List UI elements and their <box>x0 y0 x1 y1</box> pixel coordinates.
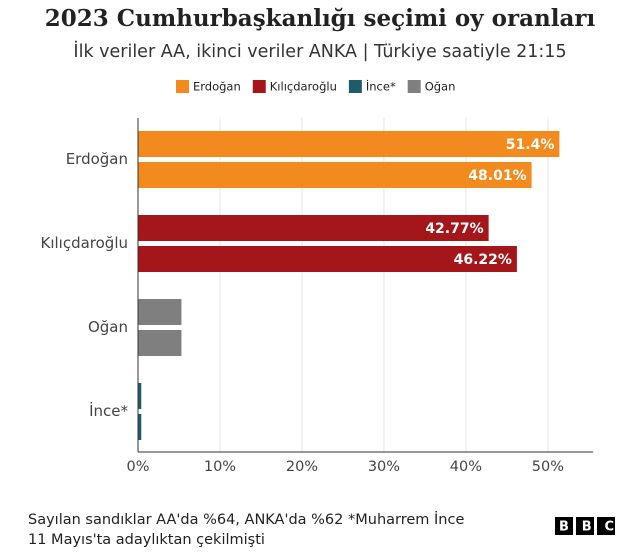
legend-label: Oğan <box>425 80 456 94</box>
bar <box>138 131 560 157</box>
value-label: 46.22% <box>454 252 512 268</box>
bar <box>138 246 517 272</box>
logo-text: BBC <box>559 520 614 535</box>
y-tick-label: Kılıçdaroğlu <box>40 234 128 252</box>
x-tick-label: 30% <box>368 459 400 475</box>
value-label: 51.4% <box>506 137 555 153</box>
legend-swatch <box>348 80 362 93</box>
value-label: 42.77% <box>425 221 483 237</box>
x-tick-label: 0% <box>126 459 149 475</box>
bar <box>138 162 532 188</box>
footnote: Sayılan sandıklar AA'da %64, ANKA'da %62… <box>28 510 464 528</box>
logo-box <box>576 517 594 535</box>
y-tick-label: Erdoğan <box>66 150 128 168</box>
y-tick-label: İnce* <box>89 401 128 420</box>
bar <box>138 299 182 325</box>
x-tick-label: 10% <box>204 459 236 475</box>
chart-subtitle: İlk veriler AA, ikinci veriler ANKA | Tü… <box>73 41 566 62</box>
legend-label: İnce* <box>366 79 396 94</box>
y-tick-label: Oğan <box>88 318 128 336</box>
legend-label: Kılıçdaroğlu <box>270 80 337 94</box>
legend-label: Erdoğan <box>193 80 241 94</box>
legend-swatch <box>176 80 189 93</box>
bar <box>138 215 489 241</box>
x-tick-label: 50% <box>532 459 564 475</box>
bar <box>138 330 182 356</box>
legend-swatch <box>252 80 266 93</box>
chart-title: 2023 Cumhurbaşkanlığı seçimi oy oranları <box>45 5 596 32</box>
legend-swatch <box>407 80 421 93</box>
bar <box>138 414 142 440</box>
logo-box <box>597 517 615 535</box>
footnote: 11 Mayıs'ta adaylıktan çekilmişti <box>28 532 265 548</box>
x-tick-label: 40% <box>450 459 482 475</box>
value-label: 48.01% <box>468 168 526 184</box>
x-tick-label: 20% <box>286 459 318 475</box>
bar <box>138 383 142 409</box>
logo-box <box>555 517 573 535</box>
